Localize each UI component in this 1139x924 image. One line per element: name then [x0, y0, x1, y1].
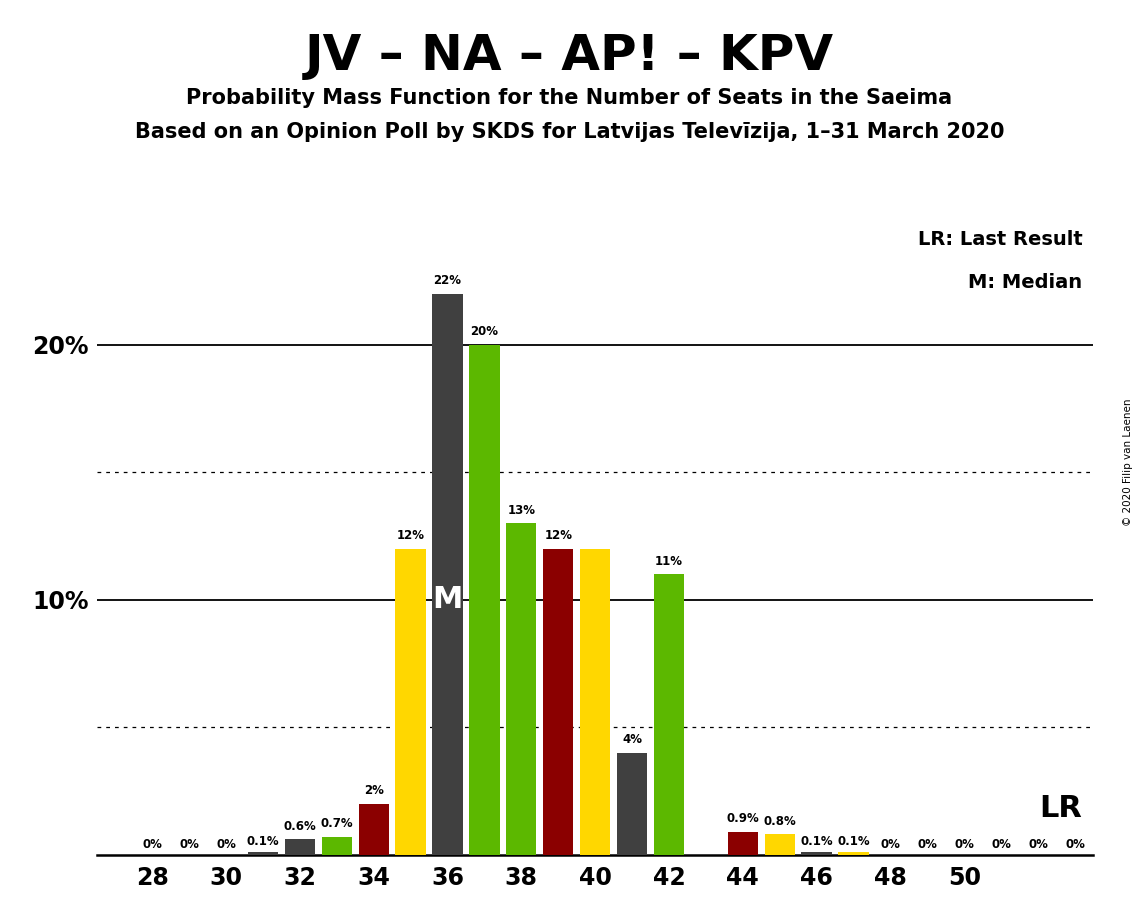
Text: 0%: 0%: [917, 838, 937, 851]
Text: 0%: 0%: [991, 838, 1011, 851]
Text: 0%: 0%: [1029, 838, 1048, 851]
Bar: [617, 753, 647, 855]
Text: 0%: 0%: [216, 838, 236, 851]
Text: 20%: 20%: [470, 325, 499, 338]
Bar: [654, 574, 685, 855]
Text: 0%: 0%: [1065, 838, 1085, 851]
Bar: [321, 837, 352, 855]
Text: M: Median: M: Median: [968, 274, 1082, 292]
Text: LR: Last Result: LR: Last Result: [918, 230, 1082, 249]
Bar: [764, 834, 795, 855]
Bar: [543, 549, 573, 855]
Text: 0%: 0%: [179, 838, 199, 851]
Bar: [285, 839, 316, 855]
Text: JV – NA – AP! – KPV: JV – NA – AP! – KPV: [305, 32, 834, 80]
Text: 13%: 13%: [507, 504, 535, 517]
Bar: [469, 345, 500, 855]
Text: M: M: [433, 585, 462, 614]
Bar: [802, 852, 831, 855]
Bar: [248, 852, 278, 855]
Bar: [433, 294, 462, 855]
Bar: [580, 549, 611, 855]
Text: 0.1%: 0.1%: [801, 835, 833, 848]
Text: 0.8%: 0.8%: [763, 815, 796, 828]
Text: 11%: 11%: [655, 554, 683, 567]
Text: Based on an Opinion Poll by SKDS for Latvijas Televīzija, 1–31 March 2020: Based on an Opinion Poll by SKDS for Lat…: [134, 122, 1005, 142]
Bar: [728, 832, 757, 855]
Text: 0%: 0%: [954, 838, 974, 851]
Text: 0%: 0%: [880, 838, 900, 851]
Text: Probability Mass Function for the Number of Seats in the Saeima: Probability Mass Function for the Number…: [187, 88, 952, 108]
Text: 0.7%: 0.7%: [320, 818, 353, 831]
Text: 0%: 0%: [142, 838, 162, 851]
Text: 12%: 12%: [396, 529, 425, 542]
Text: 0.1%: 0.1%: [247, 835, 279, 848]
Bar: [395, 549, 426, 855]
Text: 22%: 22%: [434, 274, 461, 287]
Text: © 2020 Filip van Laenen: © 2020 Filip van Laenen: [1123, 398, 1133, 526]
Bar: [359, 804, 388, 855]
Text: 0.1%: 0.1%: [837, 835, 870, 848]
Text: LR: LR: [1040, 795, 1082, 823]
Text: 4%: 4%: [622, 734, 642, 747]
Text: 0.9%: 0.9%: [727, 812, 760, 825]
Bar: [838, 852, 869, 855]
Text: 0.6%: 0.6%: [284, 820, 317, 833]
Bar: [506, 523, 536, 855]
Text: 12%: 12%: [544, 529, 572, 542]
Text: 2%: 2%: [363, 784, 384, 797]
